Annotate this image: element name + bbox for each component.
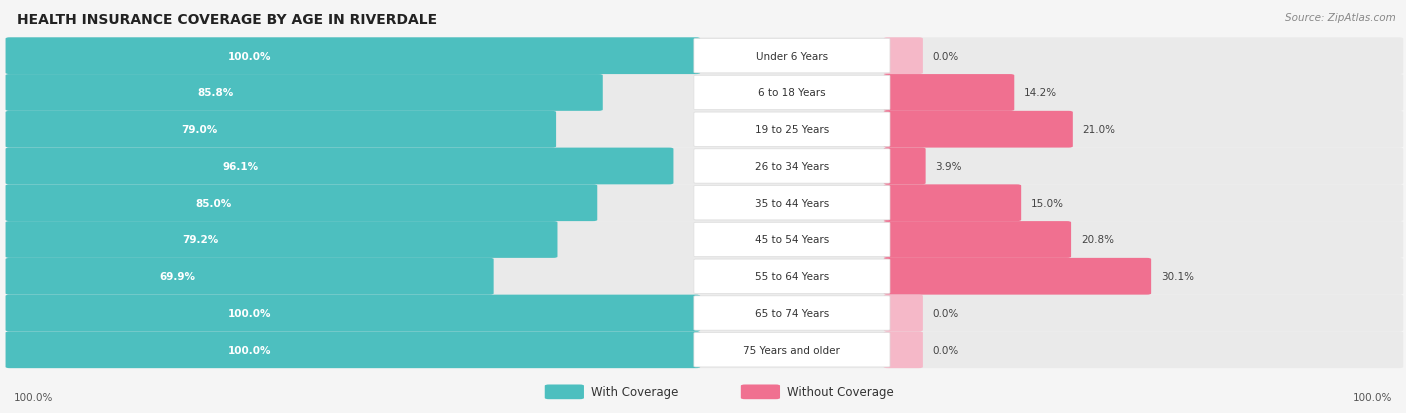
- Text: With Coverage: With Coverage: [591, 385, 678, 399]
- FancyBboxPatch shape: [883, 148, 925, 185]
- Text: 75 Years and older: 75 Years and older: [744, 345, 841, 355]
- Text: 69.9%: 69.9%: [160, 272, 195, 282]
- FancyBboxPatch shape: [695, 76, 890, 110]
- FancyBboxPatch shape: [6, 222, 557, 258]
- Text: Under 6 Years: Under 6 Years: [756, 52, 828, 62]
- Text: HEALTH INSURANCE COVERAGE BY AGE IN RIVERDALE: HEALTH INSURANCE COVERAGE BY AGE IN RIVE…: [17, 13, 437, 27]
- FancyBboxPatch shape: [883, 258, 1152, 295]
- FancyBboxPatch shape: [6, 332, 1403, 368]
- FancyBboxPatch shape: [6, 148, 1403, 185]
- FancyBboxPatch shape: [6, 112, 1403, 148]
- FancyBboxPatch shape: [6, 75, 603, 112]
- FancyBboxPatch shape: [695, 333, 890, 367]
- FancyBboxPatch shape: [883, 112, 1073, 148]
- Text: 3.9%: 3.9%: [935, 161, 962, 171]
- FancyBboxPatch shape: [695, 186, 890, 221]
- Text: 0.0%: 0.0%: [932, 308, 959, 318]
- Text: 0.0%: 0.0%: [932, 345, 959, 355]
- FancyBboxPatch shape: [695, 113, 890, 147]
- FancyBboxPatch shape: [883, 38, 922, 75]
- Text: 35 to 44 Years: 35 to 44 Years: [755, 198, 830, 208]
- Text: 6 to 18 Years: 6 to 18 Years: [758, 88, 825, 98]
- Text: 55 to 64 Years: 55 to 64 Years: [755, 272, 830, 282]
- Text: 85.0%: 85.0%: [195, 198, 232, 208]
- Text: 30.1%: 30.1%: [1161, 272, 1194, 282]
- FancyBboxPatch shape: [6, 295, 1403, 332]
- FancyBboxPatch shape: [6, 38, 1403, 75]
- FancyBboxPatch shape: [6, 258, 1403, 295]
- FancyBboxPatch shape: [6, 112, 557, 148]
- FancyBboxPatch shape: [6, 185, 598, 222]
- FancyBboxPatch shape: [695, 150, 890, 184]
- Text: 100.0%: 100.0%: [228, 308, 271, 318]
- FancyBboxPatch shape: [695, 223, 890, 257]
- FancyBboxPatch shape: [6, 38, 700, 75]
- Text: 100.0%: 100.0%: [228, 52, 271, 62]
- FancyBboxPatch shape: [6, 222, 1403, 258]
- Text: 85.8%: 85.8%: [198, 88, 233, 98]
- Text: Source: ZipAtlas.com: Source: ZipAtlas.com: [1285, 13, 1396, 23]
- FancyBboxPatch shape: [6, 295, 700, 332]
- Text: 0.0%: 0.0%: [932, 52, 959, 62]
- FancyBboxPatch shape: [883, 222, 1071, 258]
- Text: 79.0%: 79.0%: [181, 125, 218, 135]
- Text: 79.2%: 79.2%: [181, 235, 218, 245]
- FancyBboxPatch shape: [6, 332, 700, 368]
- FancyBboxPatch shape: [741, 385, 780, 399]
- Text: 96.1%: 96.1%: [222, 161, 259, 171]
- Text: 100.0%: 100.0%: [1353, 392, 1392, 402]
- Text: 21.0%: 21.0%: [1083, 125, 1115, 135]
- FancyBboxPatch shape: [6, 258, 494, 295]
- FancyBboxPatch shape: [6, 148, 673, 185]
- Text: 26 to 34 Years: 26 to 34 Years: [755, 161, 830, 171]
- Text: 19 to 25 Years: 19 to 25 Years: [755, 125, 830, 135]
- FancyBboxPatch shape: [695, 40, 890, 74]
- Text: 14.2%: 14.2%: [1024, 88, 1057, 98]
- Text: 45 to 54 Years: 45 to 54 Years: [755, 235, 830, 245]
- FancyBboxPatch shape: [695, 259, 890, 294]
- FancyBboxPatch shape: [883, 75, 1014, 112]
- Text: 15.0%: 15.0%: [1031, 198, 1064, 208]
- Text: 65 to 74 Years: 65 to 74 Years: [755, 308, 830, 318]
- Text: 100.0%: 100.0%: [228, 345, 271, 355]
- FancyBboxPatch shape: [883, 185, 1021, 222]
- FancyBboxPatch shape: [695, 296, 890, 330]
- Text: Without Coverage: Without Coverage: [787, 385, 894, 399]
- FancyBboxPatch shape: [544, 385, 583, 399]
- FancyBboxPatch shape: [6, 75, 1403, 112]
- Text: 100.0%: 100.0%: [14, 392, 53, 402]
- FancyBboxPatch shape: [883, 295, 922, 332]
- Text: 20.8%: 20.8%: [1081, 235, 1114, 245]
- FancyBboxPatch shape: [6, 185, 1403, 222]
- FancyBboxPatch shape: [883, 332, 922, 368]
